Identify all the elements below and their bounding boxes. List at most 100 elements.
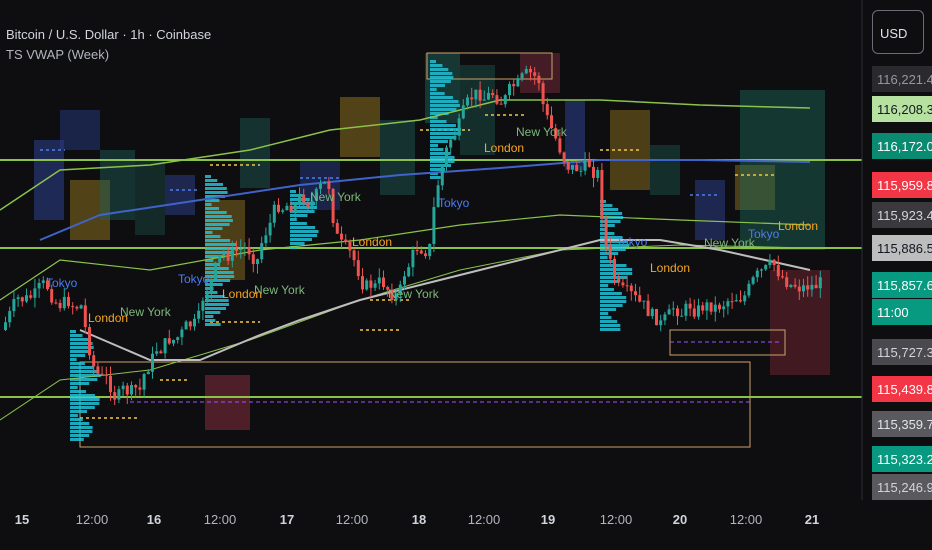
volume-profile-bar (70, 414, 78, 417)
volume-profile-bar (70, 338, 89, 341)
volume-profile-bar (205, 183, 224, 186)
volume-profile-bar (205, 319, 216, 322)
candle (814, 284, 818, 289)
candle (209, 279, 213, 293)
candle (205, 292, 209, 301)
time-tick-label: 19 (540, 512, 556, 527)
volume-profile-bar (290, 246, 297, 249)
candle (680, 315, 684, 317)
range-box (426, 52, 553, 80)
price-label: 115,439.85 (877, 382, 932, 397)
volume-profile-bar (290, 222, 307, 225)
volume-profile-bar (430, 104, 460, 107)
currency-button[interactable]: USD (872, 10, 924, 54)
candle (20, 297, 24, 302)
candle (642, 300, 646, 302)
volume-profile-bar (430, 124, 456, 127)
candle (251, 254, 255, 265)
volume-profile-bar (205, 187, 227, 190)
candle (629, 285, 633, 292)
candle (197, 310, 201, 319)
candle (713, 304, 717, 312)
volume-profile-bar (430, 156, 455, 159)
session-label: Tokyo (438, 196, 470, 210)
candle (491, 92, 495, 96)
session-box (100, 150, 135, 220)
volume-profile-bar (205, 211, 227, 214)
volume-profile-bar (290, 210, 315, 213)
candle (810, 284, 814, 290)
candle (545, 104, 549, 116)
volume-profile-bar (600, 316, 612, 319)
candle (709, 302, 713, 312)
candle (117, 389, 121, 400)
session-box (70, 180, 110, 240)
candle (4, 322, 7, 330)
candle (12, 299, 16, 312)
volume-profile-bar (205, 315, 214, 318)
candle (806, 285, 810, 290)
price-label: 115,359.74 (877, 417, 932, 432)
volume-profile-bar (600, 244, 630, 247)
candle (436, 185, 440, 208)
volume-profile-bar (600, 284, 609, 287)
volume-profile-bar (70, 430, 93, 433)
candle (499, 103, 503, 105)
session-label: Tokyo (178, 272, 210, 286)
time-tick-label: 21 (804, 512, 820, 527)
candle (550, 115, 553, 129)
volume-profile-bar (205, 203, 212, 206)
session-label: London (352, 235, 392, 249)
candle (335, 223, 339, 234)
candle (415, 249, 419, 251)
candle (188, 321, 192, 327)
symbol-title[interactable]: Bitcoin / U.S. Dollar · 1h · Coinbase (6, 27, 212, 42)
candle (109, 375, 112, 393)
volume-profile-bar (290, 218, 297, 221)
volume-profile-bar (70, 422, 90, 425)
candle (386, 287, 390, 290)
indicator-label[interactable]: TS VWAP (Week) (6, 47, 110, 62)
candle (592, 166, 595, 178)
volume-profile-bar (205, 195, 226, 198)
candle (743, 295, 747, 302)
candle (516, 78, 520, 87)
volume-profile-bar (600, 280, 619, 283)
volume-profile-bar (70, 418, 83, 421)
candle (638, 295, 642, 302)
candle (96, 366, 100, 374)
price-label: 116,221.40 (877, 72, 932, 87)
candle (655, 308, 658, 326)
candle (676, 308, 679, 317)
candle (692, 308, 696, 317)
volume-profile-bar (600, 228, 607, 231)
candle (432, 207, 436, 244)
candle (646, 300, 650, 317)
volume-profile-bar (205, 199, 220, 202)
candle (705, 302, 709, 311)
candle (407, 267, 411, 277)
candle (508, 84, 511, 96)
candle (365, 280, 369, 290)
volume-profile-bar (70, 394, 95, 397)
candle (512, 84, 516, 87)
volume-profile-bar (205, 279, 231, 282)
candle (50, 289, 54, 303)
candle (487, 92, 490, 100)
price-label: 115,959.84 (877, 178, 932, 193)
price-label: 115,886.56 (877, 241, 932, 256)
candle (470, 97, 474, 100)
candle (340, 233, 343, 240)
candle (411, 249, 415, 268)
candle (466, 97, 469, 106)
time-tick-label: 12:00 (335, 512, 369, 527)
volume-profile-bar (205, 239, 231, 242)
candle (298, 194, 301, 205)
session-label: New York (388, 287, 440, 301)
price-label-bg (872, 446, 932, 472)
volume-profile-bar (430, 76, 454, 79)
candle (403, 276, 406, 285)
volume-profile-bar (430, 116, 438, 119)
candle (163, 338, 167, 354)
